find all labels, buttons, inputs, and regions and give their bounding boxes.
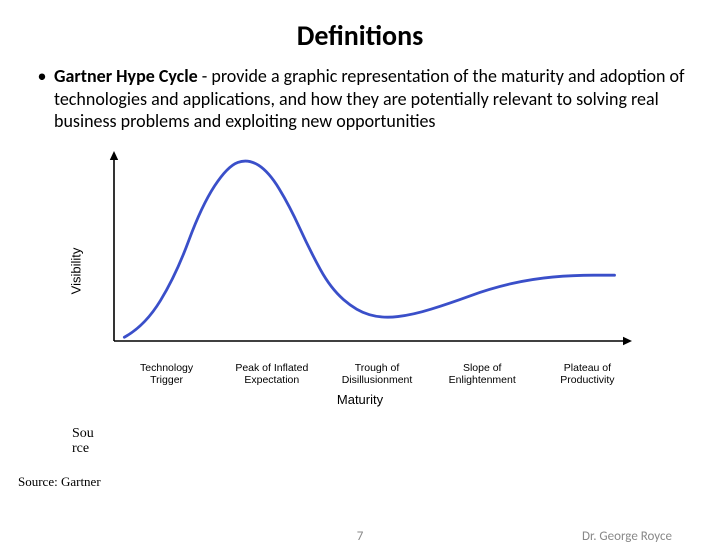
phase-label: TechnologyTrigger xyxy=(114,363,219,386)
page-number: 7 xyxy=(357,529,364,544)
x-axis-label: Maturity xyxy=(337,392,383,407)
phase-label: Trough ofDisillusionment xyxy=(324,363,429,386)
definition-bullet: • Gartner Hype Cycle - provide a graphic… xyxy=(30,65,690,133)
definition-term: Gartner Hype Cycle xyxy=(54,65,198,87)
source-line: Source: Gartner xyxy=(18,474,101,490)
author-credit: Dr. George Royce xyxy=(582,529,672,544)
bullet-marker: • xyxy=(30,65,54,88)
phase-label: Plateau ofProductivity xyxy=(535,363,640,386)
y-axis-label: Visibility xyxy=(69,247,84,294)
phase-labels-row: TechnologyTriggerPeak of InflatedExpecta… xyxy=(80,363,640,386)
phase-label: Slope ofEnlightenment xyxy=(430,363,535,386)
definition-text: Gartner Hype Cycle - provide a graphic r… xyxy=(54,65,690,133)
definition-sep: - xyxy=(198,65,212,87)
phase-label: Peak of InflatedExpectation xyxy=(219,363,324,386)
source-box: Sou rce xyxy=(72,426,102,457)
hype-cycle-chart: Visibility TechnologyTriggerPeak of Infl… xyxy=(80,141,640,401)
page-title: Definitions xyxy=(0,18,720,53)
